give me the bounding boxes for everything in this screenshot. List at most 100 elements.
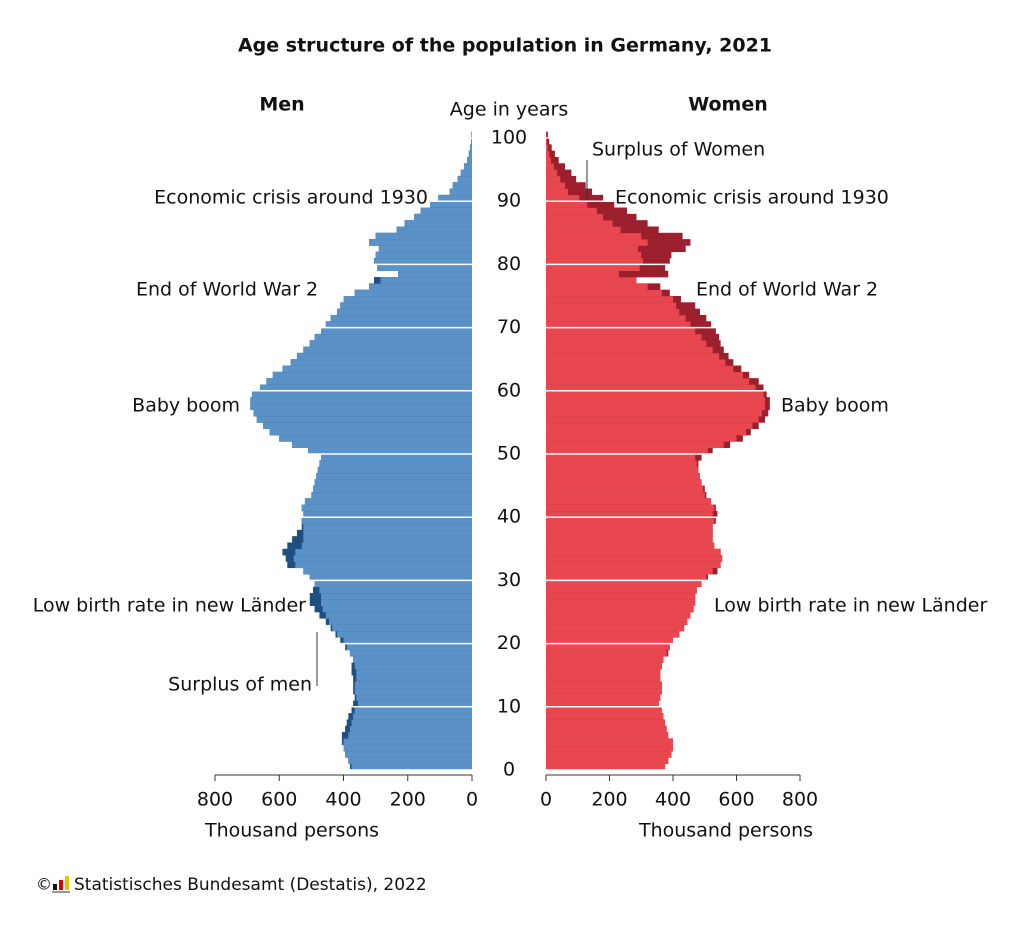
annotation: Baby boom [781, 395, 889, 417]
bar-common [404, 220, 472, 227]
bar-common [460, 169, 472, 177]
bar-common [292, 441, 472, 448]
source: Statistisches Bundesamt (Destatis), 2022 [74, 875, 427, 895]
bar-common [295, 561, 472, 569]
bar [546, 156, 559, 164]
annotation: End of World War 2 [696, 279, 878, 301]
bar-common [329, 618, 472, 625]
bar-common [546, 270, 620, 278]
bar-common [546, 612, 691, 619]
bar-common [263, 422, 472, 430]
bar-common [290, 359, 472, 366]
annotation: Surplus of Women [592, 139, 765, 161]
bar-common [546, 169, 558, 177]
bar-common [546, 226, 621, 234]
bar-common [314, 333, 472, 341]
x-axis-label: Thousand persons [204, 820, 379, 842]
bar-common [546, 593, 696, 600]
bar-common [256, 416, 472, 423]
bar-common [546, 605, 694, 613]
bar [546, 150, 555, 158]
bar-common [303, 346, 472, 354]
bar-common [321, 599, 472, 606]
men-header: Men [259, 94, 304, 116]
bar-common [546, 403, 766, 411]
bar-common [546, 643, 670, 651]
bar-common [546, 213, 604, 221]
bar-common [349, 725, 472, 733]
bar-common [251, 390, 472, 398]
bar-common [279, 435, 472, 442]
bar-common [396, 226, 472, 234]
bar-common [546, 706, 662, 714]
bar-common [546, 175, 561, 183]
bar-common [546, 555, 723, 562]
y-tick-label: 90 [497, 190, 521, 212]
bar-common [398, 270, 472, 278]
bar-common [353, 656, 472, 663]
x-tick-label: 800 [782, 789, 818, 811]
y-tick-label: 10 [497, 695, 521, 717]
x-tick-label: 400 [655, 789, 691, 811]
bar-common [356, 675, 472, 682]
bar-common [309, 574, 472, 581]
bar-common [296, 352, 472, 360]
bar-common [546, 239, 648, 246]
bar-common [369, 283, 472, 290]
bar-common [282, 365, 472, 373]
bar-common [546, 460, 697, 467]
bar-common [546, 504, 715, 512]
bar-common [250, 403, 472, 411]
bar-common [546, 580, 702, 588]
x-tick-label: 0 [540, 789, 552, 811]
bar-common [546, 333, 702, 341]
bar-common [546, 321, 691, 328]
bar-common [546, 542, 715, 550]
bar-common [259, 384, 472, 392]
bar-common [332, 624, 472, 632]
bar-common [303, 529, 472, 537]
bar-common [369, 239, 472, 246]
bar-common [356, 694, 472, 701]
bar-common [546, 156, 551, 164]
women-header: Women [688, 94, 768, 116]
bar-common [546, 668, 661, 676]
bar-common [325, 612, 472, 619]
bar-common [351, 763, 472, 771]
bar-common [330, 314, 472, 322]
bar-common [293, 555, 472, 562]
bar-common [471, 131, 472, 139]
bar-common [546, 251, 642, 259]
bar-common [546, 163, 554, 170]
bar-common [377, 264, 472, 272]
bar-common [546, 561, 721, 569]
y-tick-label: 20 [497, 632, 521, 654]
bar-common [546, 744, 673, 752]
bar-common [354, 687, 472, 695]
bar-common [317, 466, 472, 474]
bar-common [345, 751, 472, 758]
bar-common [322, 605, 472, 613]
bar-common [438, 194, 472, 202]
bar-common [546, 308, 680, 316]
bar [546, 182, 586, 189]
bar-common [546, 732, 669, 739]
bar-common [546, 536, 713, 543]
bar-common [546, 599, 696, 606]
bar-common [343, 744, 472, 752]
bar-common [546, 472, 700, 480]
y-tick-label: 80 [497, 253, 521, 275]
annotation: Low birth rate in new Länder [33, 595, 306, 617]
y-tick-label: 70 [497, 316, 521, 338]
copyright: © [36, 875, 52, 894]
bar-common [546, 144, 548, 151]
bar-common [253, 409, 472, 417]
bar-common [546, 182, 566, 189]
x-tick-label: 400 [325, 789, 361, 811]
bar [546, 131, 548, 139]
bar-common [546, 435, 737, 442]
bar-common [546, 523, 713, 531]
bar-common [348, 732, 472, 739]
bar-common [357, 700, 472, 708]
